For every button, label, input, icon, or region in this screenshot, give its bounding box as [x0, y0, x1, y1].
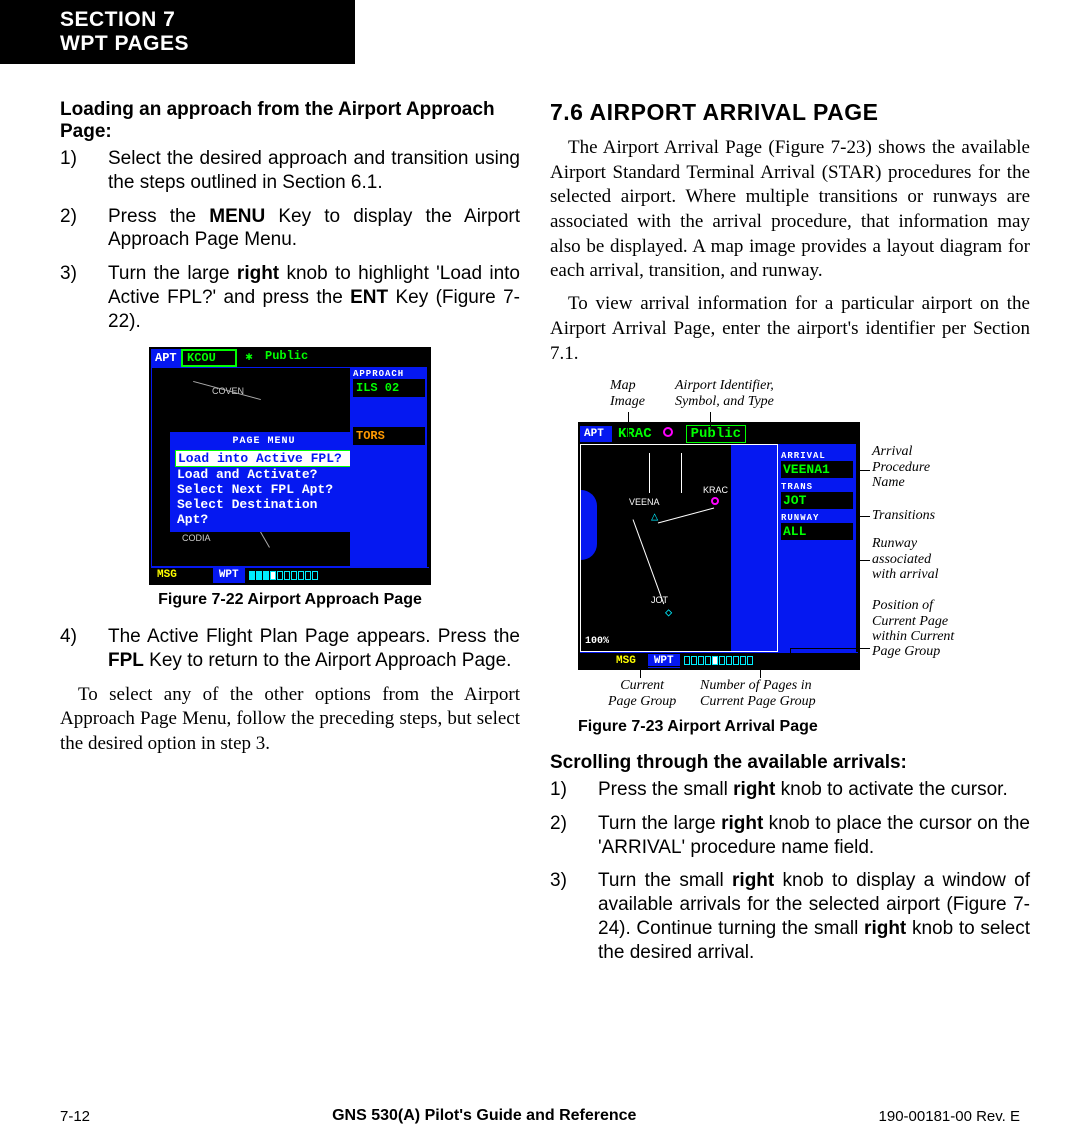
trans-value: JOT: [781, 492, 853, 509]
anno-transitions: Transitions: [872, 508, 935, 523]
header-line2: WPT PAGES: [60, 32, 325, 56]
trans-value: TORS: [353, 427, 425, 445]
figure-7-22: APT KCOU ✱ Public COVEN CODIA PAGE MENU …: [149, 347, 431, 585]
page-menu-items: Load into Active FPL? Load and Activate?…: [173, 448, 351, 529]
page-number: 7-12: [60, 1108, 90, 1125]
left-subheading: Loading an approach from the Airport App…: [60, 99, 520, 143]
step-text: Turn the large right knob to place the c…: [598, 812, 1030, 860]
section-title: 7.6 AIRPORT ARRIVAL PAGE: [550, 99, 1030, 126]
left-closing-para: To select any of the other options from …: [60, 683, 520, 757]
anno-arrival-name: ArrivalProcedureName: [872, 444, 930, 490]
fig22-bottom-bar: MSG WPT: [151, 567, 429, 583]
arrival-label: ARRIVAL: [781, 451, 853, 461]
anno-page-pos: Position ofCurrent Pagewithin CurrentPag…: [872, 598, 954, 660]
msg-indicator: MSG: [151, 568, 183, 583]
map-scale: 100%: [585, 636, 609, 647]
airport-type: Public: [261, 349, 312, 367]
apt-identifier: KRAC: [612, 426, 658, 442]
anno-airport-id: Airport Identifier,Symbol, and Type: [675, 378, 774, 409]
step-num: 3): [550, 869, 598, 964]
runway-label: RUNWAY: [781, 513, 853, 523]
step-num: 2): [550, 812, 598, 860]
fig22-top-bar: APT KCOU ✱ Public: [151, 349, 429, 367]
menu-item[interactable]: Select Destination Apt?: [175, 497, 351, 527]
airport-symbol-icon: [658, 426, 678, 442]
msg-indicator: MSG: [610, 654, 642, 668]
left-column: Loading an approach from the Airport App…: [60, 99, 520, 974]
arrival-value: VEENA1: [781, 461, 853, 478]
map-label-krac: KRAC: [703, 485, 728, 495]
step-text: Select the desired approach and transiti…: [108, 147, 520, 195]
step-text: Turn the small right knob to display a w…: [598, 869, 1030, 964]
header-line1: SECTION 7: [60, 8, 325, 32]
fig22-map-area: COVEN CODIA PAGE MENU Load into Active F…: [151, 367, 351, 567]
right-subheading: Scrolling through the available arrivals…: [550, 752, 1030, 774]
fig23-side-panel: ARRIVAL VEENA1 TRANS JOT RUNWAY ALL: [778, 444, 856, 652]
step-num: 1): [60, 147, 108, 195]
menu-item[interactable]: Load into Active FPL?: [175, 450, 351, 467]
fig23-bottom-bar: MSG WPT: [580, 652, 858, 668]
anno-current-group: CurrentPage Group: [608, 678, 676, 709]
menu-item[interactable]: Load and Activate?: [175, 467, 351, 482]
step-text: The Active Flight Plan Page appears. Pre…: [108, 625, 520, 673]
footer-rev: 190-00181-00 Rev. E: [879, 1108, 1020, 1125]
step-text: Turn the large right knob to highlight '…: [108, 262, 520, 333]
figure-7-23-wrap: MapImage Airport Identifier,Symbol, and …: [560, 378, 1020, 736]
menu-item[interactable]: Select Next FPL Apt?: [175, 482, 351, 497]
right-column: 7.6 AIRPORT ARRIVAL PAGE The Airport Arr…: [550, 99, 1030, 974]
airport-symbol-icon: ✱: [237, 349, 261, 367]
page-indicator: [249, 568, 318, 583]
page-menu: PAGE MENU Load into Active FPL? Load and…: [170, 432, 351, 532]
footer-title: GNS 530(A) Pilot's Guide and Reference: [332, 1107, 636, 1125]
map-label-jot: JOT: [651, 595, 668, 605]
approach-value: ILS 02: [353, 379, 425, 397]
figure-7-23: APT KRAC Public VEENA △ KRAC: [578, 422, 860, 670]
fig22-body: COVEN CODIA PAGE MENU Load into Active F…: [151, 367, 429, 567]
fig23-top-bar: APT KRAC Public: [580, 424, 858, 444]
runway-value: ALL: [781, 523, 853, 540]
anno-map-image: MapImage: [610, 378, 645, 409]
apt-label: APT: [580, 426, 612, 442]
left-steps-list: 1)Select the desired approach and transi…: [60, 147, 520, 333]
step-num: 3): [60, 262, 108, 333]
step-num: 1): [550, 778, 598, 802]
section-header: SECTION 7 WPT PAGES: [0, 0, 355, 64]
step-text: Press the MENU Key to display the Airpor…: [108, 205, 520, 253]
map-label-codia: CODIA: [182, 533, 211, 543]
fig22-caption: Figure 7-22 Airport Approach Page: [60, 591, 520, 609]
airport-type: Public: [686, 425, 746, 443]
page-footer: 7-12 GNS 530(A) Pilot's Guide and Refere…: [0, 1107, 1080, 1125]
right-para2: To view arrival information for a partic…: [550, 292, 1030, 366]
step-text: Press the small right knob to activate t…: [598, 778, 1030, 802]
anno-runway: Runwayassociatedwith arrival: [872, 536, 939, 582]
apt-identifier: KCOU: [181, 349, 237, 367]
content-area: Loading an approach from the Airport App…: [0, 64, 1080, 974]
page-menu-title: PAGE MENU: [173, 435, 351, 448]
fig23-caption: Figure 7-23 Airport Arrival Page: [578, 718, 1020, 736]
approach-label: APPROACH: [353, 369, 425, 379]
trans-label: TRANS: [781, 482, 853, 492]
map-label-veena: VEENA: [629, 497, 660, 507]
page-indicator: [684, 656, 753, 665]
fig23-map-area: VEENA △ KRAC JOT ◇ 100%: [580, 444, 778, 652]
step-num: 4): [60, 625, 108, 673]
wpt-group-label: WPT: [213, 568, 245, 583]
apt-label: APT: [151, 349, 181, 367]
right-steps-list: 1)Press the small right knob to activate…: [550, 778, 1030, 964]
anno-num-pages: Number of Pages inCurrent Page Group: [700, 678, 816, 709]
fig22-side-panel: APPROACH ILS 02 TORS: [351, 367, 427, 567]
fig23-body: VEENA △ KRAC JOT ◇ 100% ARRI: [580, 444, 858, 652]
left-steps-continued: 4)The Active Flight Plan Page appears. P…: [60, 625, 520, 673]
step-num: 2): [60, 205, 108, 253]
right-para1: The Airport Arrival Page (Figure 7-23) s…: [550, 136, 1030, 284]
